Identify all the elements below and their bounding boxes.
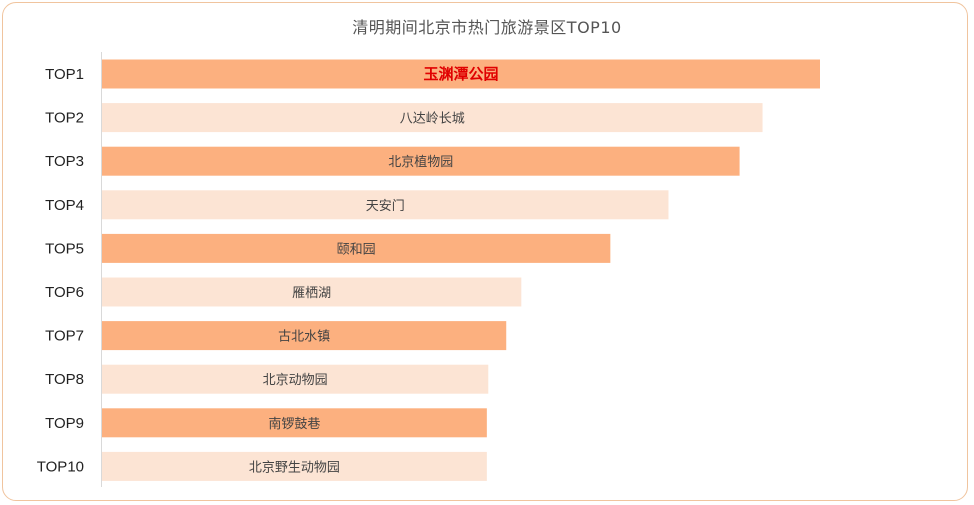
bar-top9 [102, 408, 487, 438]
category-label-top2: TOP2 [45, 110, 84, 127]
category-label-top5: TOP5 [45, 240, 84, 257]
category-label-top8: TOP8 [45, 371, 84, 388]
bar-top3 [102, 146, 740, 176]
category-label-top3: TOP3 [45, 153, 84, 170]
category-label-top9: TOP9 [45, 415, 84, 432]
bar-top10 [102, 451, 487, 481]
bar-label-top7: 古北水镇 [278, 330, 330, 345]
category-label-top1: TOP1 [45, 66, 84, 83]
bar-top4 [102, 190, 669, 220]
bar-top5 [102, 233, 611, 263]
bar-top2 [102, 103, 763, 133]
bar-top1 [102, 59, 820, 89]
chart-title: 清明期间北京市热门旅游景区TOP10 [352, 18, 622, 37]
category-label-top6: TOP6 [45, 284, 84, 301]
bar-label-top8: 北京动物园 [263, 373, 328, 388]
bar-label-top3: 北京植物园 [388, 155, 453, 170]
bar-label-top4: 天安门 [366, 199, 405, 214]
bar-label-top5: 颐和园 [337, 242, 376, 257]
bar-label-top10: 北京野生动物园 [249, 460, 340, 475]
bar-top6 [102, 277, 522, 307]
bar-label-top2: 八达岭长城 [400, 112, 465, 127]
bar-top7 [102, 321, 507, 351]
bar-label-top9: 南锣鼓巷 [268, 416, 320, 432]
category-label-top4: TOP4 [45, 197, 84, 214]
bar-label-top6: 雁栖湖 [292, 286, 331, 301]
category-label-top10: TOP10 [37, 458, 84, 475]
bar-label-top1: 玉渊潭公园 [423, 65, 498, 83]
category-label-top7: TOP7 [45, 328, 84, 345]
bar-top8 [102, 364, 489, 394]
